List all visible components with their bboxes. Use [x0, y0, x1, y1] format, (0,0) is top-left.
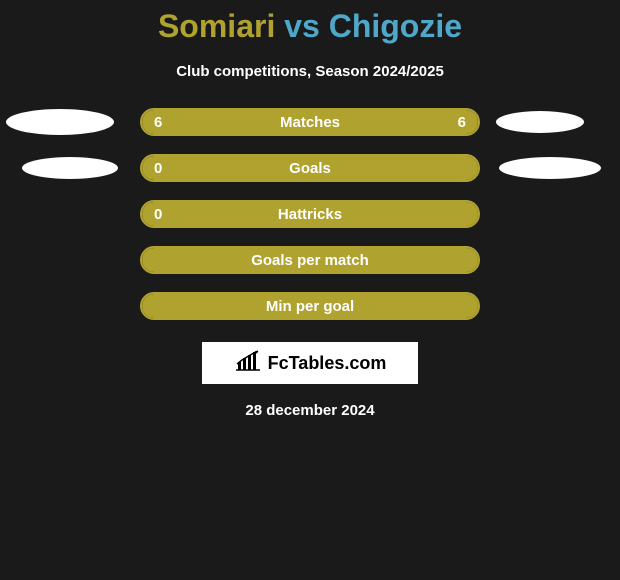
title-left: Somiari [158, 8, 275, 44]
stat-pill: 6 Matches 6 [140, 108, 480, 136]
stat-value-left: 0 [154, 160, 162, 177]
stat-pill: Goals per match [140, 246, 480, 274]
right-ellipse-icon [496, 111, 584, 133]
stat-label: Matches [280, 114, 340, 131]
stat-pill: 0 Goals [140, 154, 480, 182]
logo-text: FcTables.com [268, 353, 387, 374]
stat-pill: Min per goal [140, 292, 480, 320]
stat-row: Min per goal [0, 292, 620, 320]
date-label: 28 december 2024 [0, 402, 620, 419]
logo-box: FcTables.com [202, 342, 418, 384]
stat-label: Goals per match [251, 252, 369, 269]
comparison-infographic: Somiari vs Chigozie Club competitions, S… [0, 0, 620, 419]
title-vs: vs [275, 8, 328, 44]
subtitle: Club competitions, Season 2024/2025 [0, 63, 620, 80]
page-title: Somiari vs Chigozie [0, 8, 620, 45]
stat-row: 0 Hattricks [0, 200, 620, 228]
stat-label: Hattricks [278, 206, 342, 223]
stat-row: 6 Matches 6 [0, 108, 620, 136]
left-ellipse-icon [6, 109, 114, 135]
left-ellipse-icon [22, 157, 118, 179]
stat-label: Min per goal [266, 298, 354, 315]
stat-label: Goals [289, 160, 331, 177]
right-ellipse-icon [499, 157, 601, 179]
stat-value-left: 6 [154, 114, 162, 131]
title-right: Chigozie [329, 8, 462, 44]
stat-rows: 6 Matches 6 0 Goals 0 Hattricks Goals per match… [0, 108, 620, 320]
bar-chart-icon [234, 350, 262, 377]
stat-value-left: 0 [154, 206, 162, 223]
stat-pill: 0 Hattricks [140, 200, 480, 228]
stat-row: Goals per match [0, 246, 620, 274]
stat-row: 0 Goals [0, 154, 620, 182]
stat-value-right: 6 [458, 114, 466, 131]
